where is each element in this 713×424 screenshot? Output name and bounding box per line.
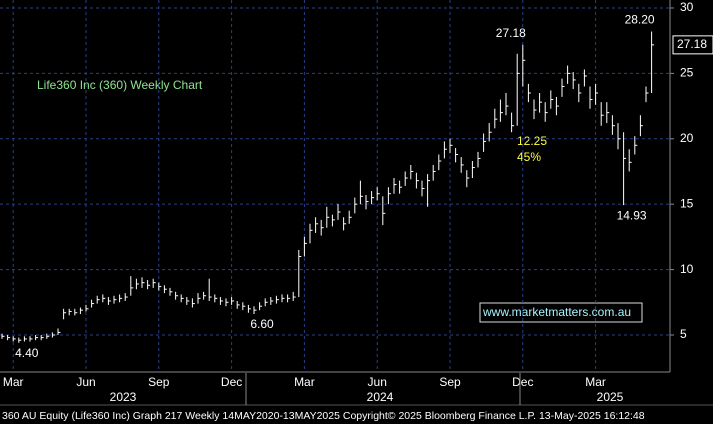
high-label: 28.20 — [625, 13, 655, 27]
x-tick-label: Mar — [3, 375, 24, 389]
year-label: 2023 — [110, 390, 137, 404]
y-tick-label: 5 — [680, 327, 687, 341]
x-tick-label: Dec — [221, 375, 242, 389]
x-tick-label: Jun — [76, 375, 95, 389]
high-label: 27.18 — [496, 26, 526, 40]
low-label: 14.93 — [617, 208, 647, 222]
last-price-tag — [672, 35, 713, 55]
chart-title: Life360 Inc (360) Weekly Chart — [37, 78, 203, 92]
low-label: 6.60 — [250, 317, 274, 331]
link[interactable]: www.marketmatters.com.au — [482, 305, 631, 319]
x-tick-label: Dec — [512, 375, 533, 389]
y-tick-label: 20 — [680, 131, 694, 145]
year-label: 2025 — [597, 390, 624, 404]
low-label: 4.40 — [15, 346, 39, 360]
year-label: 2024 — [367, 390, 394, 404]
x-tick-label: Sep — [148, 375, 170, 389]
drop-annotation: 12.25 — [517, 134, 547, 148]
link-box — [479, 302, 643, 323]
x-tick-label: Mar — [294, 375, 315, 389]
y-tick-label: 15 — [680, 196, 694, 210]
y-tick-label: 10 — [680, 262, 694, 276]
x-tick-label: Sep — [439, 375, 461, 389]
x-tick-label: Jun — [368, 375, 387, 389]
last-price-label: 27.18 — [677, 37, 707, 51]
drop-annotation: 45% — [517, 150, 541, 164]
y-tick-label: 25 — [680, 66, 694, 80]
footer: 360 AU Equity (Life360 Inc) Graph 217 We… — [2, 410, 645, 422]
x-tick-label: Mar — [585, 375, 606, 389]
y-tick-label: 30 — [680, 0, 694, 14]
